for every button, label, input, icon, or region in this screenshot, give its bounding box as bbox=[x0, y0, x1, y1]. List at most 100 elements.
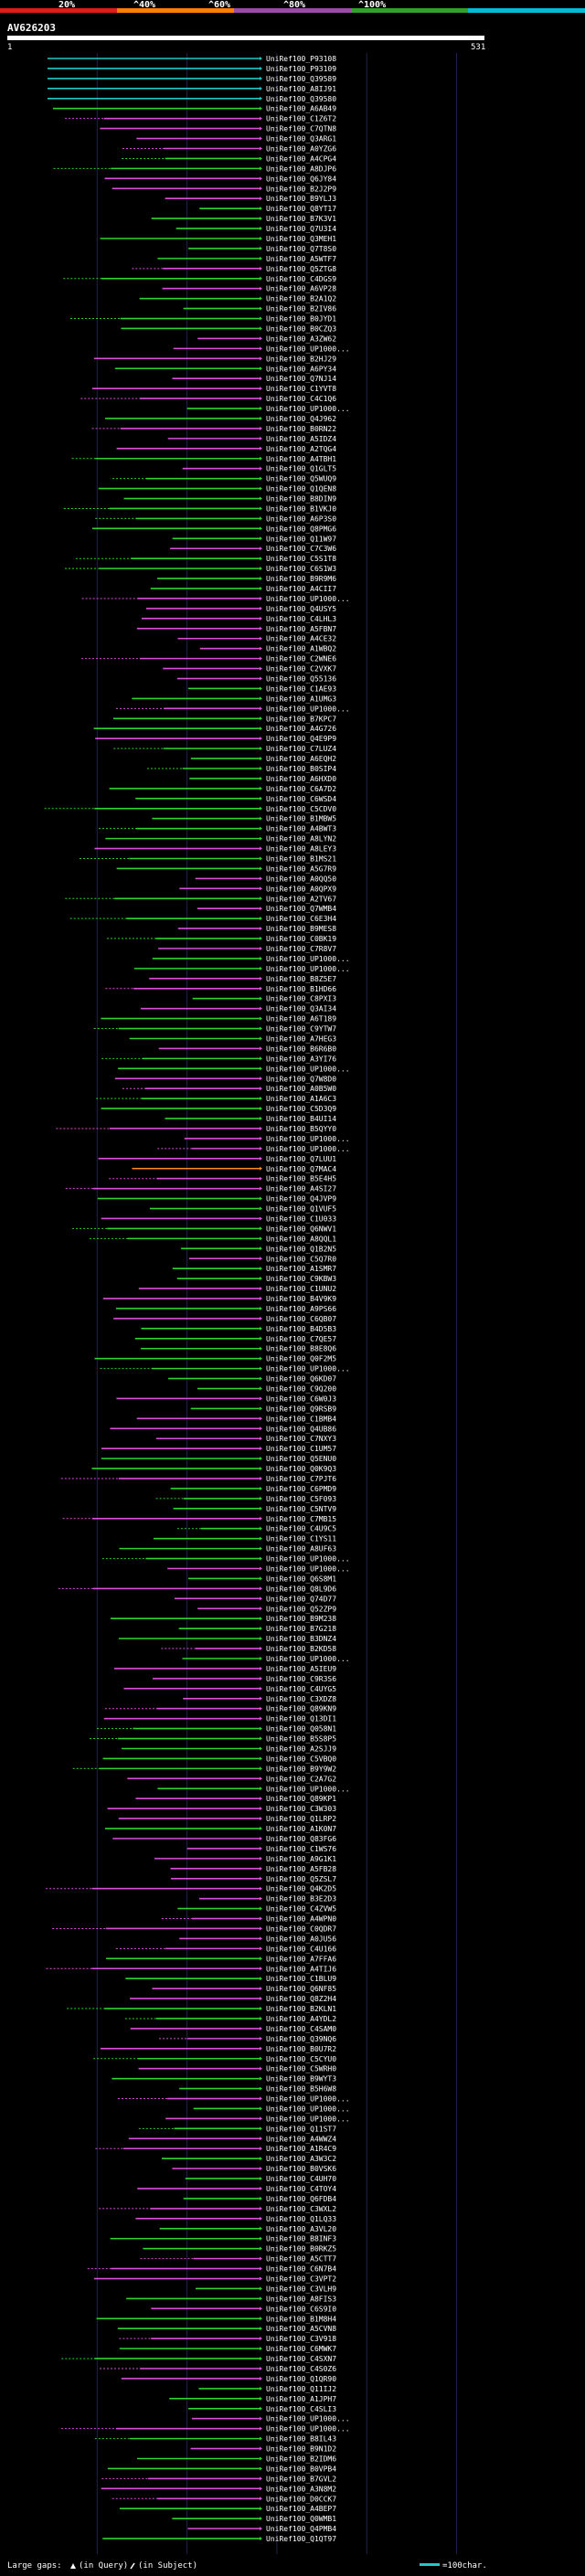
hit-label[interactable]: UniRef100_Q8PMG6 bbox=[266, 525, 336, 533]
hit-label[interactable]: UniRef100_C4UYG5 bbox=[266, 1685, 336, 1693]
hit-label[interactable]: UniRef100_A4SI27 bbox=[266, 1185, 336, 1193]
hit-label[interactable]: UniRef100_A8LYN2 bbox=[266, 835, 336, 843]
hit-label[interactable]: UniRef100_C5CYU0 bbox=[266, 2055, 336, 2063]
hit-label[interactable]: UniRef100_Q4J962 bbox=[266, 415, 336, 423]
hit-label[interactable]: UniRef100_A3ZW62 bbox=[266, 334, 336, 343]
hit-label[interactable]: UniRef100_B9R9M6 bbox=[266, 575, 336, 583]
hit-label[interactable]: UniRef100_C7NXY3 bbox=[266, 1435, 336, 1443]
hit-label[interactable]: UniRef100_A9G1K1 bbox=[266, 1855, 336, 1863]
hit-label[interactable]: UniRef100_UP1000... bbox=[266, 345, 350, 353]
hit-label[interactable]: UniRef100_Q8Z2H4 bbox=[266, 1995, 336, 2003]
hit-label[interactable]: UniRef100_B6R6B0 bbox=[266, 1044, 336, 1053]
hit-label[interactable]: UniRef100_Q7LUU1 bbox=[266, 1155, 336, 1163]
hit-label[interactable]: UniRef100_C1YVT8 bbox=[266, 385, 336, 393]
hit-label[interactable]: UniRef100_B8DIN9 bbox=[266, 495, 336, 504]
hit-label[interactable]: UniRef100_B2IV86 bbox=[266, 305, 336, 313]
hit-label[interactable]: UniRef100_C5VBQ0 bbox=[266, 1754, 336, 1763]
hit-label[interactable]: UniRef100_Q7NJ14 bbox=[266, 375, 336, 383]
hit-label[interactable]: UniRef100_A1SMR7 bbox=[266, 1265, 336, 1273]
hit-label[interactable]: UniRef100_A8UF63 bbox=[266, 1545, 336, 1553]
hit-label[interactable]: UniRef100_Q5WUQ9 bbox=[266, 475, 336, 483]
hit-label[interactable]: UniRef100_B9N1D2 bbox=[266, 2445, 336, 2454]
hit-label[interactable]: UniRef100_Q4UB86 bbox=[266, 1425, 336, 1433]
hit-label[interactable]: UniRef100_B8E8Q6 bbox=[266, 1345, 336, 1353]
hit-label[interactable]: UniRef100_B1M8H4 bbox=[266, 2315, 336, 2323]
hit-label[interactable]: UniRef100_C1BMB4 bbox=[266, 1415, 336, 1423]
hit-label[interactable]: UniRef100_B4UI14 bbox=[266, 1115, 336, 1123]
hit-label[interactable]: UniRef100_Q4JVP9 bbox=[266, 1195, 336, 1203]
hit-label[interactable]: UniRef100_B0U7R2 bbox=[266, 2045, 336, 2053]
hit-label[interactable]: UniRef100_B8IL43 bbox=[266, 2435, 336, 2443]
hit-label[interactable]: UniRef100_C1U033 bbox=[266, 1214, 336, 1223]
hit-label[interactable]: UniRef100_C9KBW3 bbox=[266, 1275, 336, 1283]
hit-label[interactable]: UniRef100_UP1000... bbox=[266, 1145, 350, 1153]
hit-label[interactable]: UniRef100_B0VSK6 bbox=[266, 2165, 336, 2173]
hit-label[interactable]: UniRef100_C2A7G2 bbox=[266, 1775, 336, 1783]
hit-label[interactable]: UniRef100_A3N8M2 bbox=[266, 2485, 336, 2493]
hit-label[interactable]: UniRef100_C4C1Q6 bbox=[266, 395, 336, 403]
hit-label[interactable]: UniRef100_C6S9I0 bbox=[266, 2305, 336, 2313]
hit-label[interactable]: UniRef100_A0B5W0 bbox=[266, 1085, 336, 1093]
hit-label[interactable]: UniRef100_B0RN22 bbox=[266, 425, 336, 433]
hit-label[interactable]: UniRef100_B2KD58 bbox=[266, 1645, 336, 1653]
hit-label[interactable]: UniRef100_C4ZVW5 bbox=[266, 1905, 336, 1913]
hit-label[interactable]: UniRef100_Q3ARG1 bbox=[266, 135, 336, 143]
hit-label[interactable]: UniRef100_A4CII7 bbox=[266, 585, 336, 593]
hit-label[interactable]: UniRef100_C6QB07 bbox=[266, 1315, 336, 1323]
hit-label[interactable]: UniRef100_D0CCK7 bbox=[266, 2495, 336, 2503]
hit-label[interactable]: UniRef100_Q0K9Q3 bbox=[266, 1465, 336, 1473]
hit-label[interactable]: UniRef100_C4TOY4 bbox=[266, 2185, 336, 2193]
hit-label[interactable]: UniRef100_C3VLH9 bbox=[266, 2284, 336, 2293]
hit-label[interactable]: UniRef100_UP1000... bbox=[266, 2415, 350, 2423]
hit-label[interactable]: UniRef100_B2HJ29 bbox=[266, 355, 336, 363]
hit-label[interactable]: UniRef100_C6N7B4 bbox=[266, 2265, 336, 2274]
hit-label[interactable]: UniRef100_P93108 bbox=[266, 55, 336, 63]
hit-label[interactable]: UniRef100_A4TBH1 bbox=[266, 455, 336, 463]
hit-label[interactable]: UniRef100_Q6NWV1 bbox=[266, 1224, 336, 1233]
hit-label[interactable]: UniRef100_Q5ZSL7 bbox=[266, 1875, 336, 1883]
hit-label[interactable]: UniRef100_C1WS76 bbox=[266, 1845, 336, 1853]
hit-label[interactable]: UniRef100_Q7U3I4 bbox=[266, 225, 336, 233]
hit-label[interactable]: UniRef100_A2TV67 bbox=[266, 895, 336, 903]
hit-label[interactable]: UniRef100_B1VKJ0 bbox=[266, 504, 336, 513]
hit-label[interactable]: UniRef100_C5WRH0 bbox=[266, 2065, 336, 2073]
hit-label[interactable]: UniRef100_B4V9K9 bbox=[266, 1295, 336, 1303]
hit-label[interactable]: UniRef100_A8IJ91 bbox=[266, 85, 336, 93]
hit-label[interactable]: UniRef100_A0JU56 bbox=[266, 1935, 336, 1943]
hit-label[interactable]: UniRef100_A6AB49 bbox=[266, 105, 336, 113]
hit-label[interactable]: UniRef100_A4CPG4 bbox=[266, 154, 336, 163]
hit-label[interactable]: UniRef100_Q6KD07 bbox=[266, 1375, 336, 1383]
hit-label[interactable]: UniRef100_C7C3W6 bbox=[266, 545, 336, 553]
hit-label[interactable]: UniRef100_B7GVL2 bbox=[266, 2475, 336, 2483]
hit-label[interactable]: UniRef100_Q6NF85 bbox=[266, 1985, 336, 1993]
hit-label[interactable]: UniRef100_A5WTF7 bbox=[266, 255, 336, 263]
hit-label[interactable]: UniRef100_C1AE93 bbox=[266, 684, 336, 693]
hit-label[interactable]: UniRef100_B9Y9W2 bbox=[266, 1765, 336, 1773]
hit-label[interactable]: UniRef100_B0CZQ3 bbox=[266, 324, 336, 333]
hit-label[interactable]: UniRef100_A7HEG3 bbox=[266, 1034, 336, 1043]
hit-label[interactable]: UniRef100_Q8L9D6 bbox=[266, 1585, 336, 1593]
hit-label[interactable]: UniRef100_C9YTW7 bbox=[266, 1025, 336, 1034]
hit-label[interactable]: UniRef100_UP1000... bbox=[266, 2425, 350, 2433]
hit-label[interactable]: UniRef100_Q7W8D0 bbox=[266, 1075, 336, 1083]
hit-label[interactable]: UniRef100_A6HXD0 bbox=[266, 775, 336, 783]
hit-label[interactable]: UniRef100_C1YS11 bbox=[266, 1535, 336, 1543]
hit-label[interactable]: UniRef100_B7KPC7 bbox=[266, 715, 336, 723]
hit-label[interactable]: UniRef100_A5G7R9 bbox=[266, 864, 336, 873]
hit-label[interactable]: UniRef100_B0VPB4 bbox=[266, 2465, 336, 2473]
hit-label[interactable]: UniRef100_B9MES8 bbox=[266, 925, 336, 933]
hit-label[interactable]: UniRef100_UP1000... bbox=[266, 1065, 350, 1073]
hit-label[interactable]: UniRef100_UP1000... bbox=[266, 2115, 350, 2123]
hit-label[interactable]: UniRef100_B5QYY0 bbox=[266, 1125, 336, 1133]
hit-label[interactable]: UniRef100_A2SJJ9 bbox=[266, 1744, 336, 1753]
hit-label[interactable]: UniRef100_A5IDZ4 bbox=[266, 435, 336, 443]
hit-label[interactable]: UniRef100_C7MB15 bbox=[266, 1515, 336, 1523]
hit-label[interactable]: UniRef100_A5IEU9 bbox=[266, 1665, 336, 1673]
hit-label[interactable]: UniRef100_C5D3Q9 bbox=[266, 1105, 336, 1113]
hit-label[interactable]: UniRef100_Q3MEH1 bbox=[266, 235, 336, 243]
hit-label[interactable]: UniRef100_B8INF3 bbox=[266, 2235, 336, 2243]
hit-label[interactable]: UniRef100_B5E4H5 bbox=[266, 1175, 336, 1183]
hit-label[interactable]: UniRef100_Q0F2M5 bbox=[266, 1355, 336, 1363]
hit-label[interactable]: UniRef100_A6VP28 bbox=[266, 285, 336, 293]
hit-label[interactable]: UniRef100_A3W3C2 bbox=[266, 2155, 336, 2163]
